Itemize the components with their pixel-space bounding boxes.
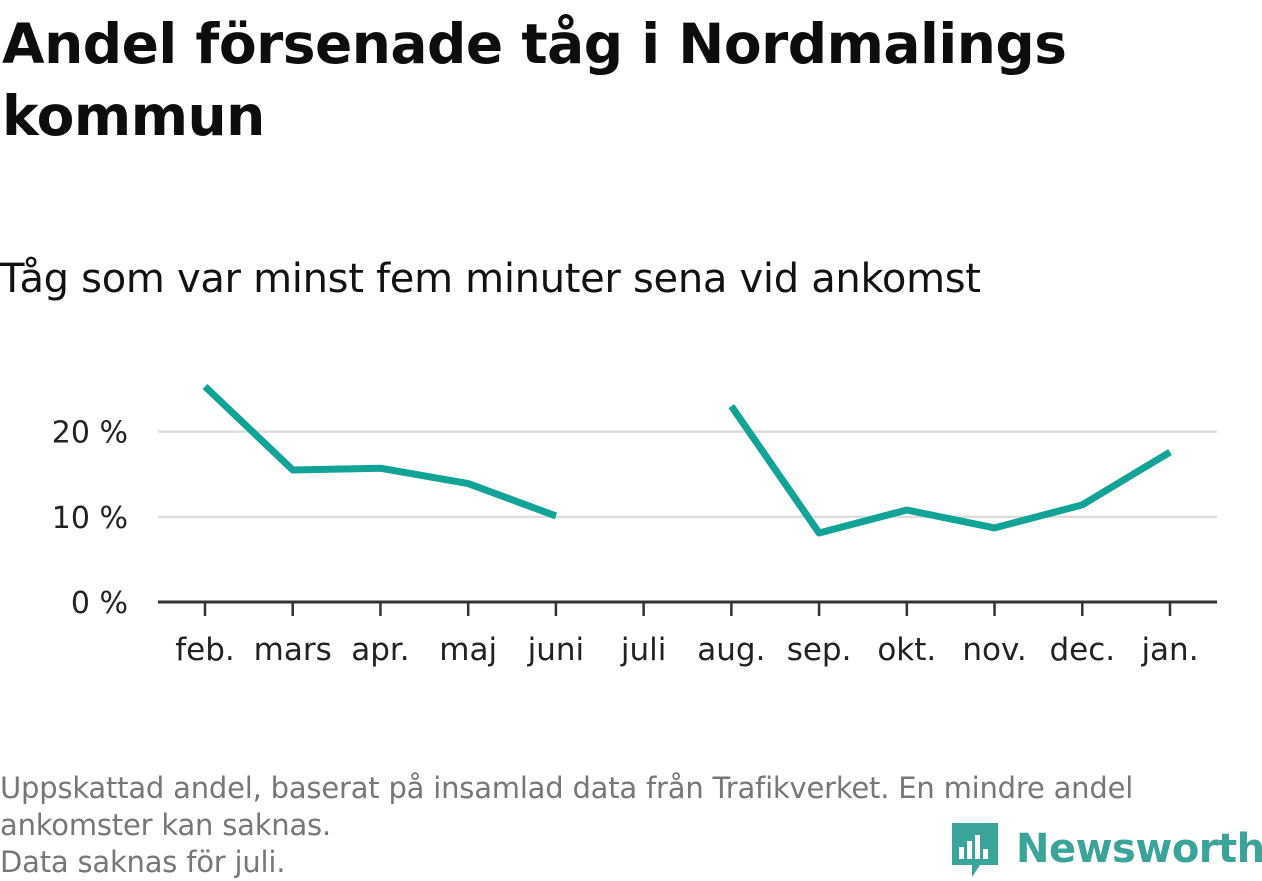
series-line-segment (205, 386, 556, 515)
x-tick-label: juni (527, 632, 585, 668)
x-tick-label: mars (254, 632, 332, 668)
x-tick-label: maj (439, 632, 497, 668)
y-tick-label: 20 % (52, 416, 128, 451)
x-tick-label: feb. (175, 632, 235, 668)
x-tick-label: nov. (962, 632, 1026, 668)
x-tick-label: juli (620, 632, 667, 668)
y-axis-tick-labels: 0 % 10 % 20 % (52, 416, 128, 621)
chart-subtitle: Tåg som var minst fem minuter sena vid a… (0, 254, 981, 304)
chart-title: Andel försenade tåg i Nordmalings kommun (2, 8, 1242, 152)
x-tick-label: jan. (1140, 632, 1198, 668)
y-tick-label: 0 % (71, 586, 128, 621)
brand-name: Newsworthy (1016, 826, 1262, 872)
newsworthy-logo: Newsworthy (950, 818, 1262, 880)
bar-chart-icon (950, 819, 1000, 879)
footnote-line: Uppskattad andel, baserat på insamlad da… (0, 770, 1250, 807)
x-tick-label: dec. (1049, 632, 1115, 668)
y-tick-label: 10 % (52, 501, 128, 536)
x-tick-label: okt. (877, 632, 936, 668)
x-tick-label: aug. (697, 632, 765, 668)
x-axis (158, 602, 1217, 616)
x-tick-label: sep. (787, 632, 852, 668)
series-line-segment (731, 406, 1170, 533)
data-series (205, 386, 1170, 533)
gridlines (158, 432, 1217, 517)
x-tick-label: apr. (351, 632, 409, 668)
